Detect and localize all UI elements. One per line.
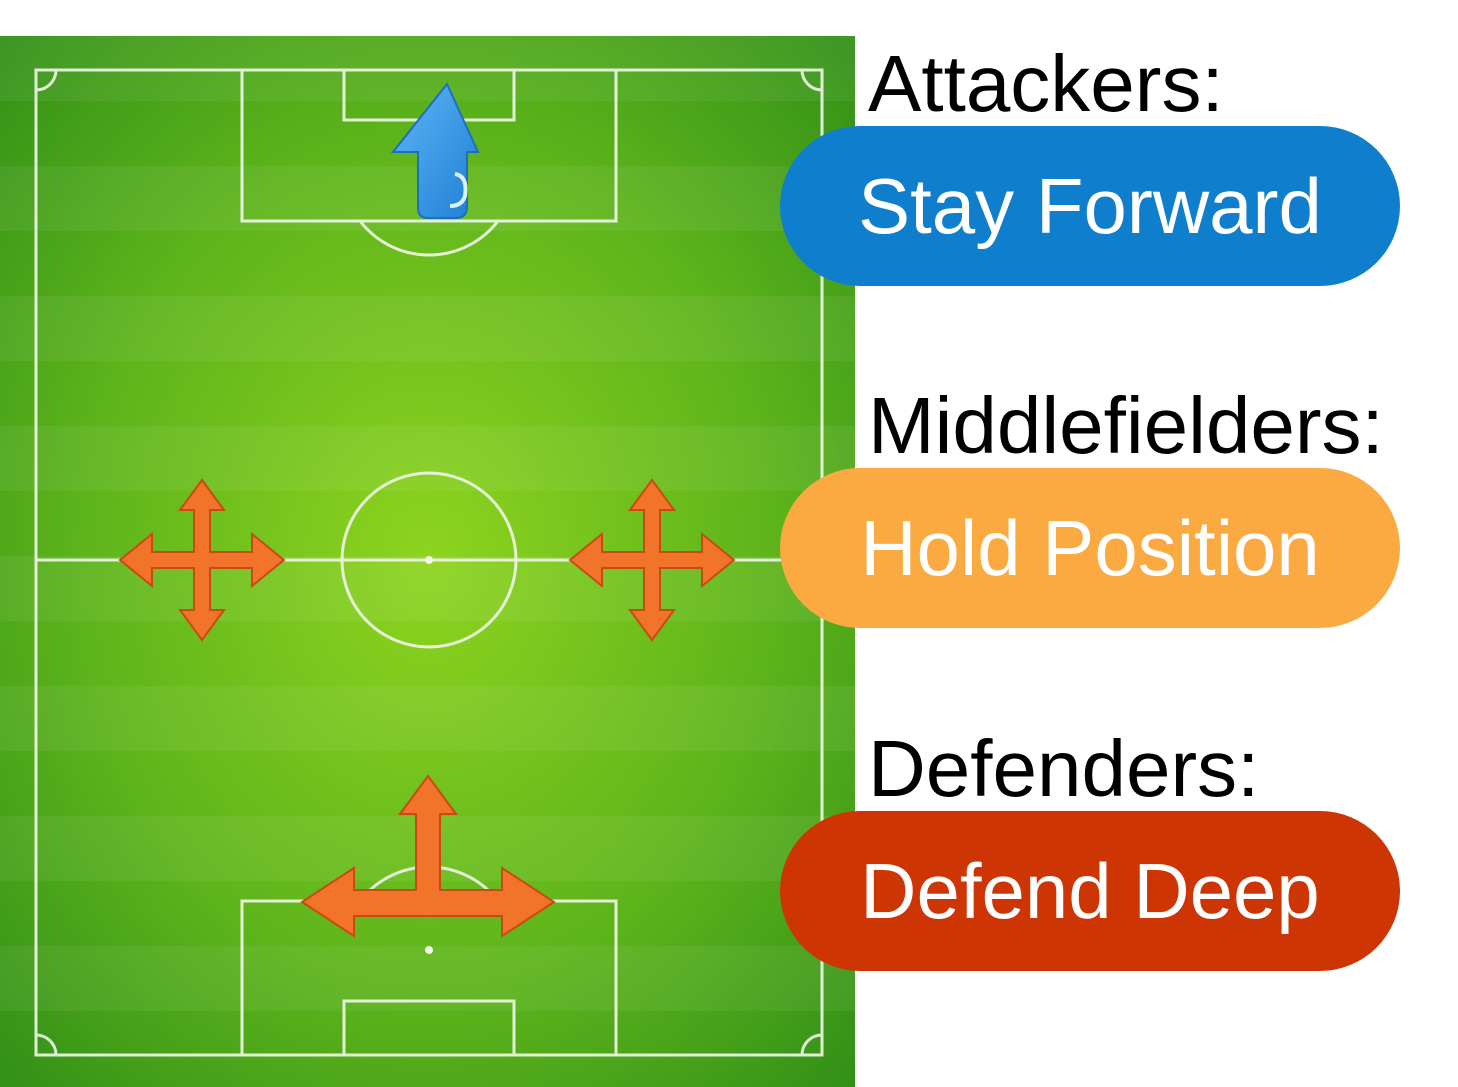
four-way-arrow-icon: [118, 478, 286, 642]
top-penalty-arc: [358, 220, 500, 257]
hold-position-badge: Hold Position: [780, 468, 1400, 628]
corner-arc: [800, 1033, 823, 1056]
defenders-label: Defenders:: [868, 724, 1260, 813]
four-way-arrow-icon: [568, 478, 736, 642]
bottom-goal-box: [342, 999, 516, 1057]
football-pitch: [0, 36, 855, 1087]
midfielders-label: Middlefielders:: [868, 381, 1384, 470]
corner-arc: [800, 69, 823, 92]
stay-forward-badge: Stay Forward: [780, 126, 1400, 286]
three-way-arrow-icon: [300, 774, 556, 938]
penalty-spot: [425, 946, 433, 954]
centre-spot: [425, 556, 433, 564]
arrow-up-icon: [390, 82, 480, 219]
defend-deep-badge: Defend Deep: [780, 811, 1400, 971]
corner-arc: [35, 69, 58, 92]
attackers-label: Attackers:: [868, 39, 1224, 128]
centre-circle: [340, 471, 518, 649]
corner-arc: [35, 1033, 58, 1056]
